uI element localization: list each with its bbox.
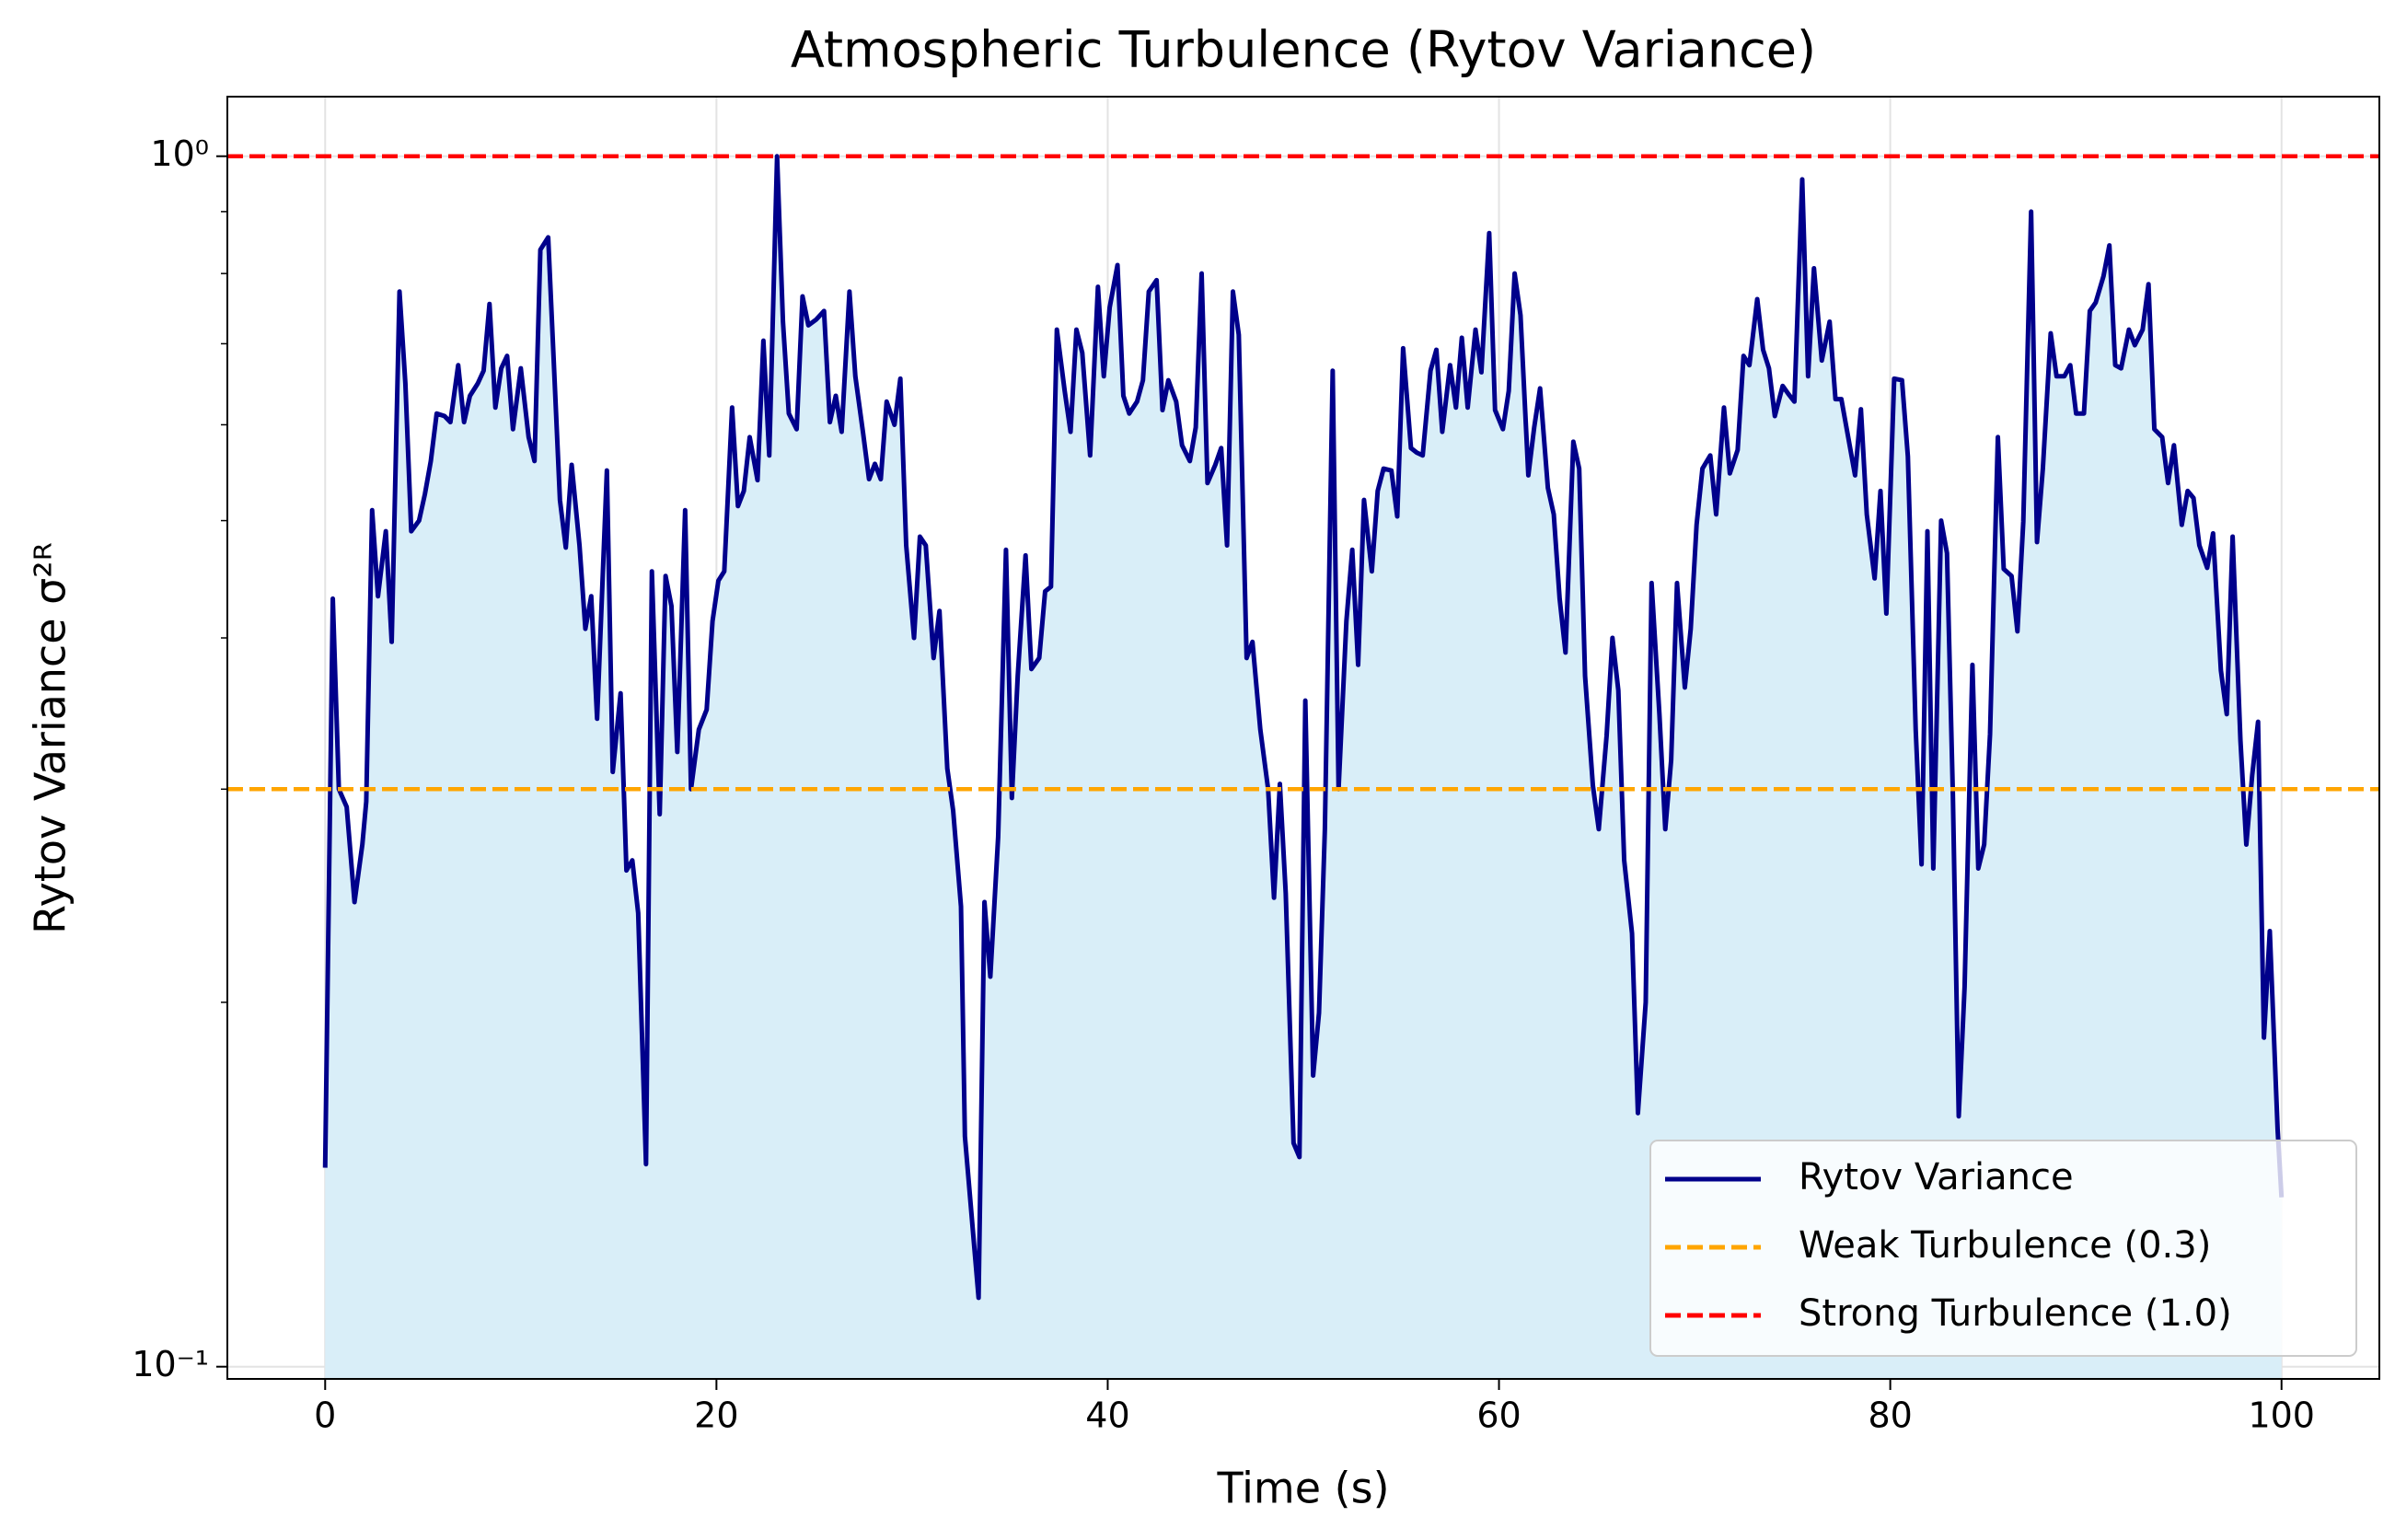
y-tick-label: 10⁰ — [150, 133, 209, 174]
x-axis-label: Time (s) — [1216, 1464, 1389, 1513]
legend-label: Rytov Variance — [1799, 1156, 2074, 1198]
x-tick-label: 40 — [1085, 1395, 1129, 1436]
x-tick-label: 60 — [1476, 1395, 1521, 1436]
line — [322, 154, 2285, 1301]
x-tick-label: 80 — [1868, 1395, 1912, 1436]
legend-label: Weak Turbulence (0.3) — [1799, 1224, 2211, 1267]
legend-box — [1649, 1140, 2357, 1357]
axes-frame — [226, 96, 2380, 1380]
chart-title: Atmospheric Turbulence (Rytov Variance) — [791, 21, 1816, 79]
y-axis-label: Rytov Variance σ²ᴿ — [26, 542, 75, 934]
legend-label: Strong Turbulence (1.0) — [1799, 1292, 2232, 1335]
y-tick-label: 10⁻¹ — [132, 1344, 209, 1384]
x-tick-label: 20 — [694, 1395, 738, 1436]
area — [325, 156, 2282, 1380]
x-tick-label: 0 — [314, 1395, 336, 1436]
x-tick-label: 100 — [2248, 1395, 2315, 1436]
